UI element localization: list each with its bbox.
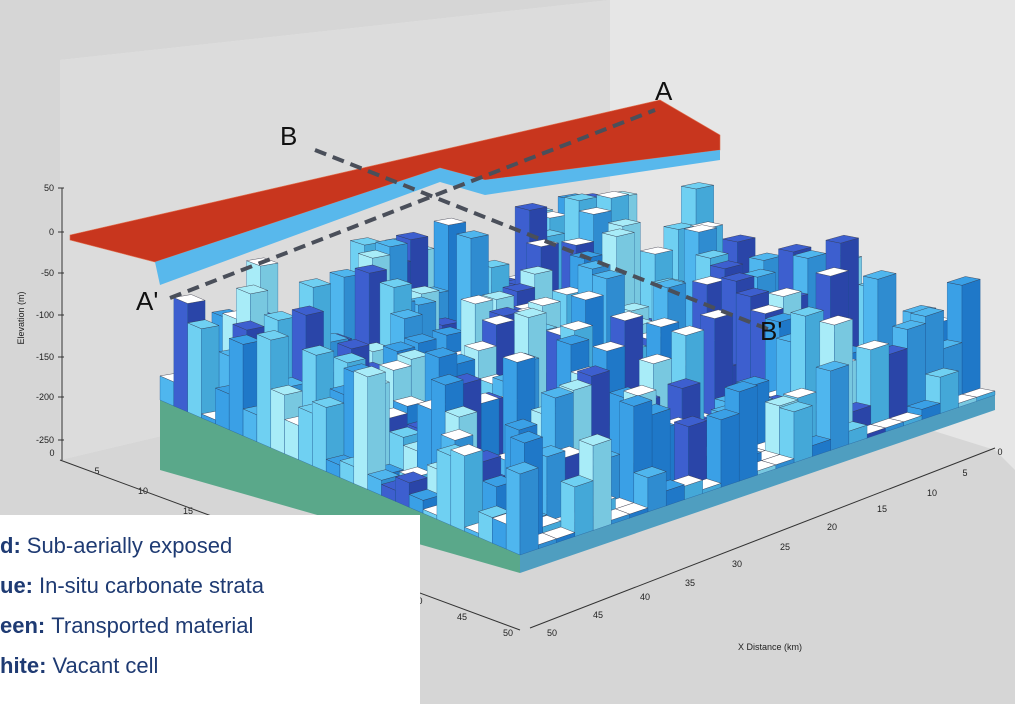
annotation: B — [280, 121, 297, 151]
legend-row: d:Sub-aerially exposed — [0, 533, 232, 559]
cell-side — [707, 415, 721, 487]
cell-side — [871, 344, 889, 429]
cell-side — [271, 389, 285, 454]
legend-row: hite:Vacant cell — [0, 653, 158, 679]
cell-side — [575, 481, 593, 537]
x-tick-label: 15 — [877, 504, 887, 514]
legend-text: In-situ carbonate strata — [39, 573, 264, 598]
elevation-tick-label: -150 — [36, 352, 54, 362]
legend-row: een:Transported material — [0, 613, 253, 639]
cell-side — [620, 401, 634, 507]
elevation-tick-label: 50 — [44, 183, 54, 193]
x-tick-label: 0 — [997, 447, 1002, 457]
elevation-axis-label: Elevation (m) — [16, 291, 26, 344]
cell-side — [312, 402, 326, 472]
legend: d:Sub-aerially exposed ue:In-situ carbona… — [0, 515, 420, 704]
cell-side — [794, 406, 812, 463]
legend-key: ue: — [0, 573, 33, 598]
cell-side — [437, 450, 451, 525]
y-tick-label: 0 — [49, 448, 54, 458]
legend-text: Transported material — [51, 613, 253, 638]
cell-side — [780, 408, 794, 463]
cell-side — [831, 365, 849, 451]
x-tick-label: 45 — [593, 610, 603, 620]
annotation: B' — [760, 316, 782, 346]
cell-side — [962, 279, 980, 398]
cell-side — [188, 323, 202, 418]
elevation-tick-label: -100 — [36, 310, 54, 320]
x-tick-label: 20 — [827, 522, 837, 532]
legend-key: hite: — [0, 653, 46, 678]
cell-side — [451, 450, 465, 531]
x-tick-label: 50 — [547, 628, 557, 638]
x-tick-label: 40 — [640, 592, 650, 602]
cell-side — [354, 371, 368, 490]
x-tick-label: 25 — [780, 542, 790, 552]
cell-side — [257, 334, 271, 448]
x-tick-label: 10 — [927, 488, 937, 498]
cell-side — [940, 371, 958, 413]
annotation: A — [655, 76, 673, 106]
legend-text: Sub-aerially exposed — [27, 533, 232, 558]
cell-side — [648, 472, 666, 512]
legend-text: Vacant cell — [52, 653, 158, 678]
figure: ABA'B'500-50-100-150-200-250Elevation (m… — [0, 0, 1015, 704]
cell-side — [215, 388, 229, 430]
x-tick-label: 5 — [962, 468, 967, 478]
annotation: A' — [136, 286, 158, 316]
x-tick-label: 35 — [685, 578, 695, 588]
legend-key: een: — [0, 613, 45, 638]
cell-side — [299, 407, 313, 465]
cell-side — [889, 349, 907, 423]
cell-side — [174, 298, 188, 412]
cell-side — [593, 439, 611, 530]
cell-side — [229, 338, 243, 435]
x-axis-label: X Distance (km) — [738, 642, 802, 652]
cell-side — [506, 468, 520, 555]
y-tick-label: 45 — [457, 612, 467, 622]
cell-side — [520, 468, 538, 555]
elevation-tick-label: -250 — [36, 435, 54, 445]
cell-side — [721, 414, 739, 488]
elevation-tick-label: -200 — [36, 392, 54, 402]
x-tick-label: 30 — [732, 559, 742, 569]
cell-side — [285, 420, 299, 460]
legend-key: d: — [0, 533, 21, 558]
cell-side — [739, 386, 757, 482]
cell-side — [765, 402, 779, 459]
legend-row: ue:In-situ carbonate strata — [0, 573, 264, 599]
elevation-tick-label: 0 — [49, 227, 54, 237]
elevation-tick-label: -50 — [41, 268, 54, 278]
y-tick-label: 50 — [503, 628, 513, 638]
